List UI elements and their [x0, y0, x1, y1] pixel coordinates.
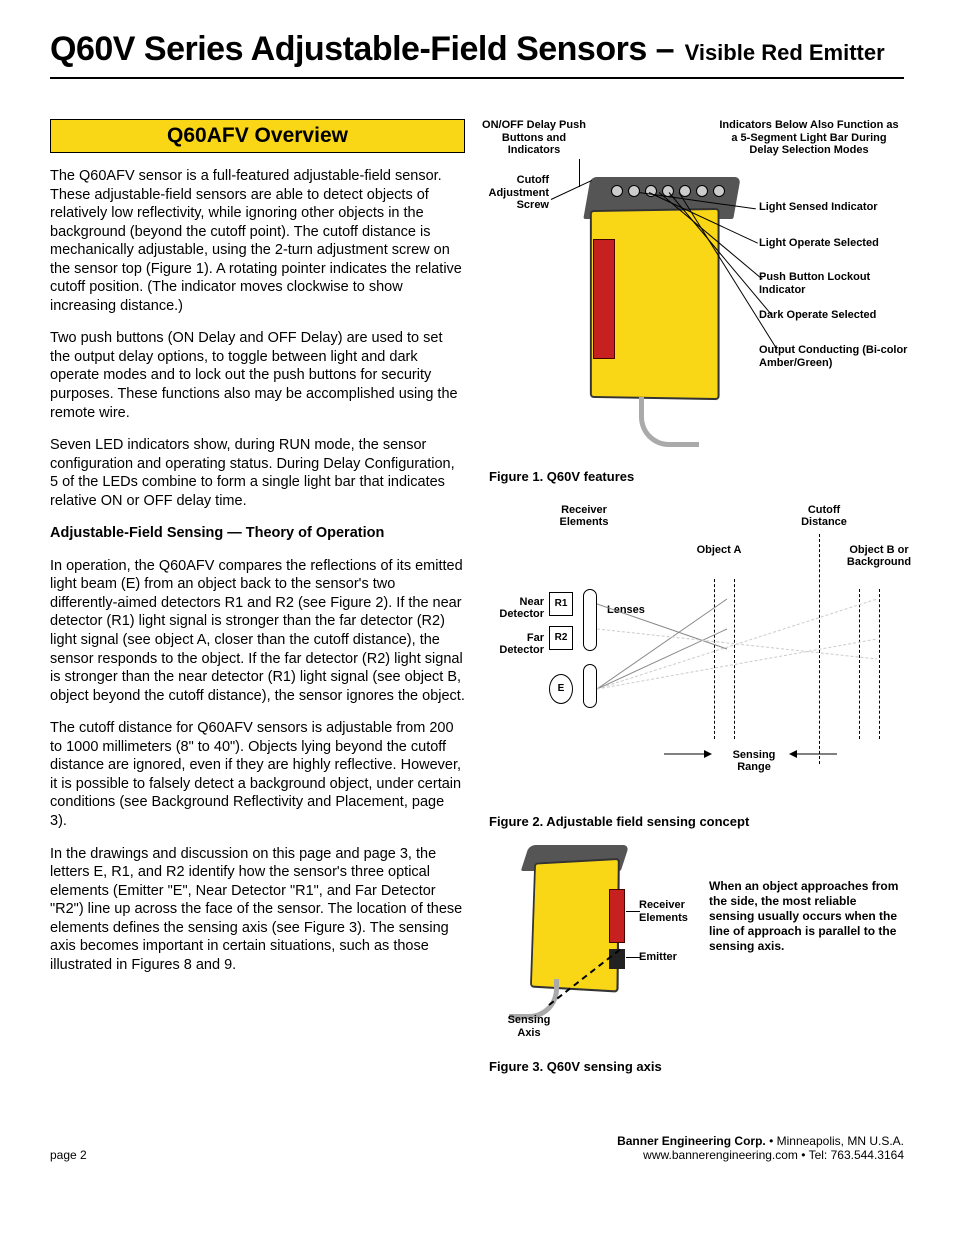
paragraph: Seven LED indicators show, during RUN mo… [50, 436, 465, 510]
page-footer: page 2 Banner Engineering Corp. • Minnea… [50, 1134, 904, 1162]
fig1-label-output: Output Conducting (Bi-color Amber/Green) [759, 344, 919, 369]
left-column: Q60AFV Overview The Q60AFV sensor is a f… [50, 119, 465, 1094]
figure-3-caption: Figure 3. Q60V sensing axis [489, 1059, 904, 1074]
fig2-label-receiver-elements: Receiver Elements [549, 504, 619, 528]
content-columns: Q60AFV Overview The Q60AFV sensor is a f… [50, 119, 904, 1094]
fig2-label-cutoff-distance: Cutoff Distance [789, 504, 859, 528]
page-title-row: Q60V Series Adjustable-Field Sensors – V… [50, 30, 904, 79]
title-sub: Visible Red Emitter [685, 40, 885, 65]
fig2-label-sensing-range: Sensing Range [719, 749, 789, 773]
paragraph: The cutoff distance for Q60AFV sensors i… [50, 719, 465, 830]
figure-2-caption: Figure 2. Adjustable field sensing conce… [489, 814, 904, 829]
fig2-rays [597, 589, 887, 719]
figure-1-caption: Figure 1. Q60V features [489, 469, 904, 484]
figure-3: Receiver Elements Emitter Sensing Axis W… [489, 849, 904, 1049]
paragraph: Two push buttons (ON Delay and OFF Delay… [50, 329, 465, 422]
fig3-label-axis: Sensing Axis [499, 1014, 559, 1039]
fig2-r1-box: R1 [549, 592, 573, 616]
right-column: ON/OFF Delay Push Buttons and Indicators… [489, 119, 904, 1094]
figure-2: Cutoff Distance Receiver Elements Object… [489, 504, 904, 804]
footer-company: Banner Engineering Corp. • Minneapolis, … [617, 1134, 904, 1162]
paragraph: The Q60AFV sensor is a full-featured adj… [50, 167, 465, 315]
title-main: Q60V Series Adjustable-Field Sensors – [50, 30, 674, 68]
fig1-label-light-operate: Light Operate Selected [759, 237, 909, 250]
fig1-label-dark-operate: Dark Operate Selected [759, 309, 909, 322]
sensor-lens [593, 239, 615, 359]
fig3-sensor-body [530, 858, 620, 993]
fig2-label-near-detector: Near Detector [489, 596, 544, 620]
fig3-label-emitter: Emitter [639, 951, 709, 964]
section-header: Q60AFV Overview [50, 119, 465, 153]
fig1-label-cutoff: Cutoff Adjustment Screw [469, 174, 549, 212]
footer-web: www.bannerengineering.com • Tel: 763.544… [617, 1148, 904, 1162]
footer-location: • Minneapolis, MN U.S.A. [766, 1134, 904, 1148]
fig3-receiver-lens [609, 889, 625, 943]
subheading: Adjustable-Field Sensing — Theory of Ope… [50, 524, 465, 543]
page-number-text: page 2 [50, 1148, 87, 1162]
fig1-label-onoff: ON/OFF Delay Push Buttons and Indicators [479, 119, 589, 157]
fig1-label-indicators: Indicators Below Also Function as a 5-Se… [719, 119, 899, 157]
footer-company-name: Banner Engineering Corp. [617, 1134, 766, 1148]
fig3-label-receiver: Receiver Elements [639, 899, 709, 924]
paragraph: In operation, the Q60AFV compares the re… [50, 557, 465, 705]
fig2-label-far-detector: Far Detector [489, 632, 544, 656]
fig2-lens2 [583, 664, 597, 708]
sensor-cable [639, 397, 699, 447]
figure-1: ON/OFF Delay Push Buttons and Indicators… [489, 119, 904, 459]
fig1-label-lockout: Push Button Lockout Indicator [759, 271, 909, 296]
footer-page-number: page 2 [50, 1148, 87, 1162]
paragraph: In the drawings and discussion on this p… [50, 845, 465, 975]
fig3-note: When an object approaches from the side,… [709, 879, 899, 954]
fig2-label-object-a: Object A [689, 544, 749, 556]
fig3-cable [509, 979, 559, 1019]
fig2-r2-box: R2 [549, 626, 573, 650]
fig1-label-light-sensed: Light Sensed Indicator [759, 201, 909, 214]
fig2-e-box: E [549, 674, 573, 704]
fig2-lens1 [583, 589, 597, 651]
fig2-label-object-b: Object B or Background [839, 544, 919, 568]
body-text: The Q60AFV sensor is a full-featured adj… [50, 167, 465, 974]
